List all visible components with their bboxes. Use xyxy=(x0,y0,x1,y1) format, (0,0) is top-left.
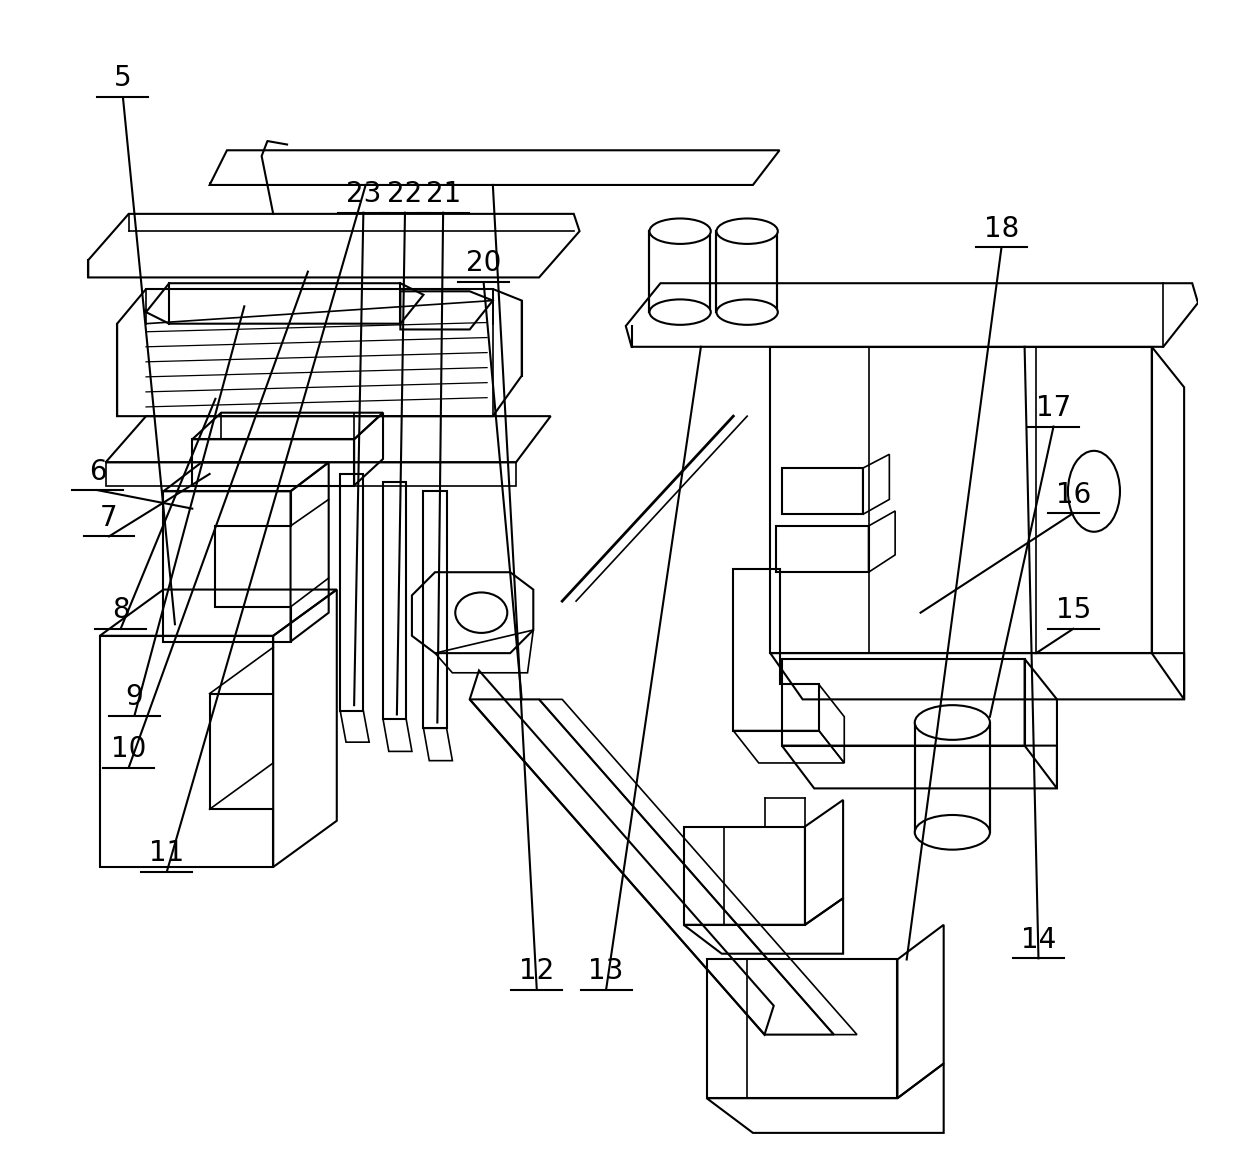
Ellipse shape xyxy=(717,299,777,325)
Text: 6: 6 xyxy=(89,458,107,486)
Text: 22: 22 xyxy=(387,180,423,208)
Ellipse shape xyxy=(915,705,990,740)
Text: 14: 14 xyxy=(1021,926,1056,954)
Text: 13: 13 xyxy=(589,957,624,985)
Text: 20: 20 xyxy=(466,250,501,277)
Ellipse shape xyxy=(455,592,507,633)
Text: 5: 5 xyxy=(114,65,131,92)
Ellipse shape xyxy=(1068,451,1120,532)
Text: 15: 15 xyxy=(1055,596,1091,624)
Text: 11: 11 xyxy=(149,839,185,867)
Text: 21: 21 xyxy=(425,180,461,208)
Text: 10: 10 xyxy=(112,735,146,763)
Text: 12: 12 xyxy=(520,957,554,985)
Text: 9: 9 xyxy=(125,683,144,711)
Text: 16: 16 xyxy=(1055,481,1091,509)
Text: 17: 17 xyxy=(1035,394,1071,422)
Ellipse shape xyxy=(915,815,990,850)
Ellipse shape xyxy=(650,299,711,325)
Text: 18: 18 xyxy=(983,215,1019,243)
Text: 8: 8 xyxy=(112,596,129,624)
Ellipse shape xyxy=(650,218,711,244)
Text: 7: 7 xyxy=(100,504,118,532)
Ellipse shape xyxy=(717,218,777,244)
Text: 23: 23 xyxy=(346,180,381,208)
